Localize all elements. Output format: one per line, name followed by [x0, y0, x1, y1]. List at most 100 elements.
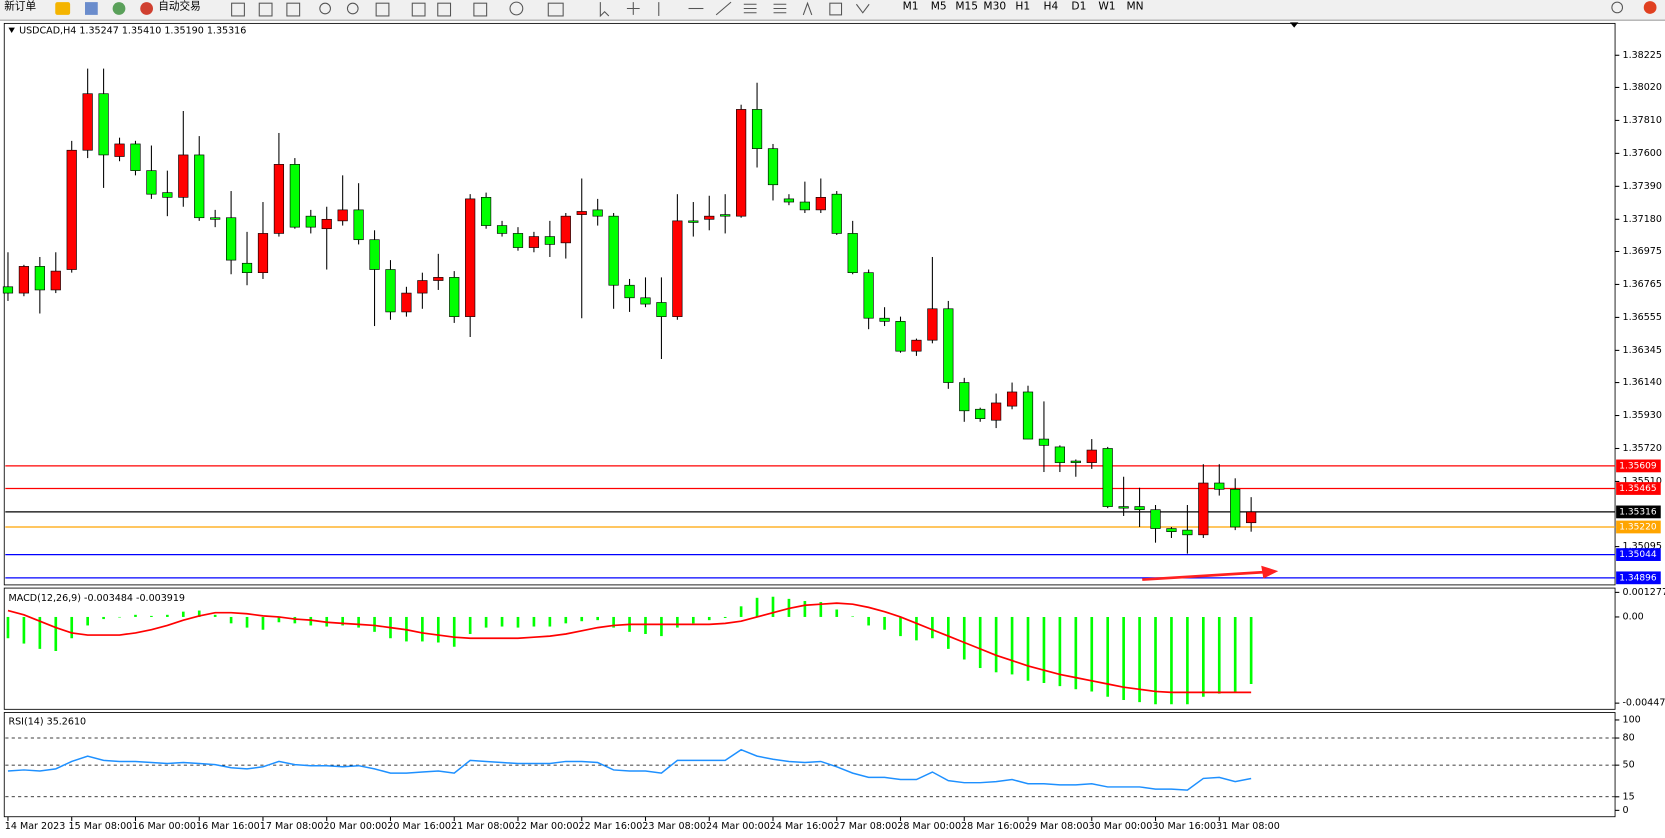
- icon[interactable]: [473, 2, 488, 17]
- candle-body: [512, 233, 524, 248]
- candle-body: [226, 217, 237, 261]
- candle-body: [927, 308, 938, 341]
- auto-trading-button[interactable]: 自动交易: [158, 0, 200, 12]
- x-tick-label: 28 Mar 00:00: [897, 821, 961, 832]
- x-tick-label: 17 Mar 08:00: [260, 821, 324, 832]
- x-tick-label: 15 Mar 08:00: [69, 821, 133, 832]
- candle-body: [449, 277, 460, 317]
- icon[interactable]: [547, 2, 564, 17]
- candle-body: [465, 198, 476, 317]
- candle-body: [369, 239, 380, 270]
- main-panel: [3, 22, 1616, 586]
- candle-body: [178, 154, 189, 198]
- icon[interactable]: [773, 3, 787, 14]
- candle-body: [911, 339, 922, 352]
- icon[interactable]: [743, 3, 757, 14]
- search-icon[interactable]: [1611, 1, 1624, 14]
- notification-icon[interactable]: [1643, 1, 1657, 14]
- x-tick-label: 23 Mar 08:00: [642, 821, 706, 832]
- y-tick-label: 1.36975: [1622, 246, 1661, 257]
- new-order-button[interactable]: 新订单: [4, 0, 36, 12]
- candle-body: [879, 317, 890, 322]
- icon[interactable]: [55, 2, 71, 15]
- candle-body: [114, 143, 125, 157]
- icon[interactable]: [112, 2, 126, 15]
- icon[interactable]: [437, 2, 452, 17]
- timeframe-button[interactable]: D1: [1071, 0, 1086, 12]
- x-tick-label: 20 Mar 16:00: [387, 821, 451, 832]
- candle-body: [895, 321, 906, 352]
- candle-body: [672, 220, 683, 317]
- candle-body: [751, 109, 763, 149]
- candle-body: [18, 266, 30, 294]
- y-tick-label: 1.37390: [1622, 181, 1661, 192]
- candle-body: [656, 302, 667, 317]
- candle-body: [1006, 391, 1018, 407]
- icon[interactable]: [346, 2, 359, 15]
- icon[interactable]: [258, 2, 273, 17]
- candle-body: [2, 286, 14, 294]
- candle-body: [98, 93, 109, 156]
- x-tick-label: 20 Mar 00:00: [324, 821, 388, 832]
- candle-body: [1198, 482, 1209, 536]
- icon[interactable]: [829, 2, 843, 16]
- y-tick-label: 1.35720: [1622, 443, 1661, 454]
- candle-body: [736, 109, 747, 217]
- price-level-label: 1.35609: [1619, 461, 1657, 471]
- x-tick-label: 24 Mar 16:00: [770, 821, 834, 832]
- icon[interactable]: [411, 2, 426, 17]
- candle-body: [576, 211, 587, 215]
- candle-body: [273, 164, 285, 234]
- candle-body: [1150, 509, 1161, 529]
- icon[interactable]: [855, 3, 870, 14]
- x-tick-label: 16 Mar 00:00: [132, 821, 196, 832]
- price-level-label: 1.35220: [1619, 522, 1657, 532]
- icon[interactable]: [715, 1, 732, 16]
- candle-body: [1166, 528, 1177, 533]
- timeframe-button[interactable]: M1: [903, 0, 919, 12]
- candle-body: [863, 272, 874, 319]
- timeframe-button[interactable]: M30: [983, 0, 1006, 12]
- candle-body: [337, 209, 348, 222]
- candle-body: [815, 197, 826, 211]
- icon[interactable]: [599, 2, 610, 18]
- y-tick-label: 1.35930: [1622, 410, 1661, 421]
- timeframe-button[interactable]: H1: [1015, 0, 1030, 12]
- icon[interactable]: [802, 1, 813, 16]
- x-tick-label: 31 Mar 08:00: [1216, 821, 1280, 832]
- candle-body: [210, 217, 221, 220]
- timeframe-button[interactable]: M5: [931, 0, 947, 12]
- icon[interactable]: [140, 2, 154, 15]
- timeframe-button[interactable]: W1: [1098, 0, 1115, 12]
- x-tick-label: 16 Mar 16:00: [196, 821, 260, 832]
- timeframe-button[interactable]: MN: [1126, 0, 1143, 12]
- icon[interactable]: [85, 2, 98, 15]
- candle-body: [1102, 448, 1113, 507]
- timeframe-button[interactable]: H4: [1043, 0, 1058, 12]
- candle-body: [1246, 511, 1257, 524]
- chart-header: USDCAD,H4 1.35247 1.35410 1.35190 1.3531…: [19, 25, 246, 36]
- icon[interactable]: [626, 2, 640, 15]
- icon[interactable]: [509, 1, 524, 16]
- y-tick-label: -0.004479: [1622, 698, 1665, 709]
- icon[interactable]: [375, 2, 390, 17]
- icon[interactable]: [231, 2, 245, 17]
- candle-body: [624, 284, 635, 299]
- candle-body: [975, 408, 986, 419]
- timeframe-button[interactable]: M15: [955, 0, 978, 12]
- candle-body: [82, 93, 93, 151]
- icon[interactable]: [319, 2, 331, 15]
- y-tick-label: 1.38020: [1622, 82, 1661, 93]
- rsi-line: [7, 748, 1252, 791]
- rsi-header: RSI(14) 35.2610: [9, 717, 87, 728]
- y-tick-label: 0.001277: [1622, 587, 1665, 598]
- candle-body: [783, 198, 795, 203]
- candle-body: [991, 402, 1002, 421]
- candle-body: [592, 209, 603, 217]
- icon[interactable]: [286, 2, 301, 17]
- candle-body: [305, 215, 316, 228]
- price-level-label: 1.35044: [1619, 550, 1657, 560]
- chart-window: [0, 21, 1665, 838]
- y-tick-label: 15: [1622, 791, 1634, 802]
